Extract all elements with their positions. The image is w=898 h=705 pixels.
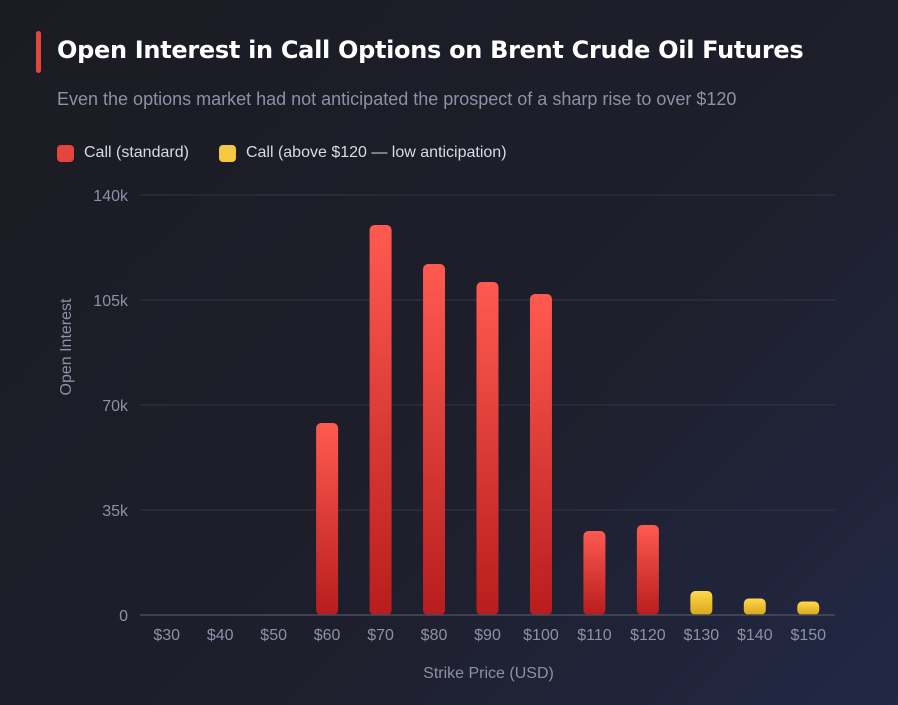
legend: Call (standard) Call (above $120 — low a…	[57, 144, 507, 162]
x-tick-label: $80	[421, 627, 448, 644]
y-axis-label: Open Interest	[58, 298, 75, 396]
bar-above-120-150[interactable]	[797, 601, 820, 616]
bar-standard-80[interactable]	[423, 264, 446, 615]
legend-label-above-120: Call (above $120 — low anticipation)	[245, 144, 507, 161]
y-tick-label: 70k	[102, 398, 129, 415]
legend-label-standard: Call (standard)	[84, 144, 189, 161]
x-tick-label: $110	[577, 627, 612, 644]
x-tick-label: $90	[474, 627, 501, 644]
x-axis-ticks: $30 $40 $50 $60 $70 $80 $90 $100 $110 $120 $130 $14…	[153, 627, 826, 644]
x-tick-label: $150	[790, 627, 826, 644]
bar-standard-110[interactable]	[583, 531, 606, 615]
x-tick-label: $30	[153, 627, 180, 644]
title-accent-bar	[36, 31, 41, 73]
bar-above-120-130[interactable]	[690, 591, 713, 615]
y-tick-label: 0	[119, 608, 128, 625]
bar-standard-70[interactable]	[369, 225, 392, 615]
chart-subtitle: Even the options market had not anticipa…	[57, 89, 737, 109]
x-tick-label: $100	[523, 627, 559, 644]
bars	[316, 225, 820, 616]
y-tick-label: 140k	[93, 188, 129, 205]
bar-standard-60[interactable]	[316, 423, 339, 615]
x-tick-label: $140	[737, 627, 773, 644]
legend-swatch-above-120	[218, 144, 236, 162]
bar-standard-90[interactable]	[476, 282, 499, 615]
bar-standard-120[interactable]	[636, 525, 659, 615]
x-axis-label: Strike Price (USD)	[423, 665, 554, 682]
legend-swatch-standard	[57, 144, 74, 162]
y-tick-label: 35k	[102, 503, 129, 520]
legend-item-above-120[interactable]: Call (above $120 — low anticipation)	[218, 144, 507, 162]
y-tick-label: 105k	[93, 293, 129, 310]
bar-above-120-140[interactable]	[743, 598, 766, 616]
x-tick-label: $120	[630, 627, 666, 644]
legend-item-standard[interactable]: Call (standard)	[57, 144, 189, 162]
x-tick-label: $130	[684, 627, 720, 644]
chart-title: Open Interest in Call Options on Brent C…	[57, 36, 804, 64]
y-axis-ticks: 0 35k 70k 105k 140k	[93, 188, 129, 625]
x-tick-label: $60	[314, 627, 341, 644]
x-tick-label: $70	[367, 627, 394, 644]
bar-standard-100[interactable]	[529, 294, 552, 615]
x-tick-label: $40	[207, 627, 234, 644]
x-tick-label: $50	[260, 627, 287, 644]
